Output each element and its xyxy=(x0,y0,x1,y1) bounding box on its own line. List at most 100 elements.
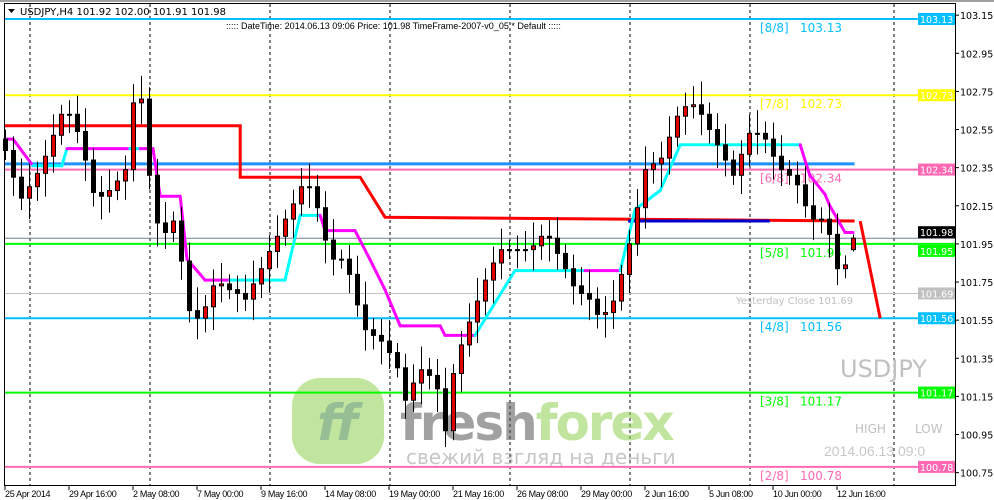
trail-line-segment xyxy=(383,288,402,328)
candle-bear xyxy=(547,235,552,239)
y-tick-label: 100.95 xyxy=(960,431,993,442)
price-tag xyxy=(918,287,955,300)
high-label: HIGH xyxy=(855,422,886,436)
price-tag-label: 100.78 xyxy=(920,463,953,474)
candle-bear xyxy=(563,252,568,270)
candle-bear xyxy=(331,239,336,260)
candle-bear xyxy=(235,289,240,294)
y-tick-label: 102.55 xyxy=(960,126,993,137)
candle-bull xyxy=(59,113,64,136)
chart-frame xyxy=(4,3,956,486)
trail-line-segment xyxy=(60,147,69,168)
candle-bull xyxy=(43,155,48,174)
candle-bear xyxy=(403,367,408,401)
murrey-levels: [8/8] 103.13 [7/8] 102.73 [6/8] 102.34 [5/8] 10… xyxy=(5,18,955,483)
candle-bear xyxy=(699,104,704,115)
candle-bear xyxy=(379,334,384,342)
murrey-level-value: 101.56 xyxy=(800,320,842,334)
candle-bull xyxy=(643,169,648,209)
candle-bull xyxy=(531,245,536,251)
candle-bear xyxy=(427,369,432,376)
candle-bear xyxy=(715,129,720,146)
y-tick-label: 101.15 xyxy=(960,392,993,403)
candle-bull xyxy=(419,369,424,384)
candle-bull xyxy=(523,249,528,252)
candle-bear xyxy=(723,144,728,161)
candle-bull xyxy=(851,237,856,251)
time-axis[interactable]: 25 Apr 2014 29 Apr 16:00 2 May 08:00 7 May … xyxy=(4,485,886,499)
murrey-level-label: [3/8] xyxy=(760,395,789,409)
candle-bull xyxy=(219,283,224,287)
info-line: ::::: DateTime: 2014.06.13 09:06 Price: … xyxy=(226,21,561,31)
candle-bear xyxy=(75,113,80,132)
candle-bear xyxy=(795,174,800,186)
x-tick-label: 9 May 16:00 xyxy=(261,489,308,499)
trail-line-segment xyxy=(473,278,511,337)
candle-bear xyxy=(835,233,840,270)
candle-bull xyxy=(619,273,624,302)
candle-bear xyxy=(587,292,592,300)
price-tag-label: 101.56 xyxy=(920,314,953,325)
price-tag-label: 101.95 xyxy=(920,247,953,258)
candle-bull xyxy=(843,264,848,270)
candle-bear xyxy=(227,283,232,291)
chart-header: USDJPY,H4 101.92 102.00 101.91 101.98 ::… xyxy=(8,7,561,31)
trail-line-segment xyxy=(658,143,682,193)
candle-bull xyxy=(603,312,608,315)
watermark-symbol: USDJPY xyxy=(840,355,927,383)
price-axis[interactable]: 103.15 102.95 102.75 102.55 102.35 102.15 101.… xyxy=(918,11,993,480)
dropdown-arrow-icon[interactable] xyxy=(8,9,15,13)
y-tick-label: 102.95 xyxy=(960,49,993,60)
candle-bear xyxy=(731,159,736,176)
candle-bear xyxy=(435,374,440,390)
candle-bear xyxy=(571,268,576,287)
yesterday-close-label: Yesterday Close 101.69 xyxy=(735,296,853,307)
x-tick-label: 2 Jun 16:00 xyxy=(645,489,689,499)
candle-bull xyxy=(499,249,504,264)
price-tag xyxy=(918,89,955,102)
murrey-level-label: [6/8] xyxy=(760,172,789,186)
x-tick-label: 14 May 08:00 xyxy=(325,489,376,499)
candle-bear xyxy=(371,329,376,336)
candle-bull xyxy=(131,102,136,171)
y-tick-label: 102.35 xyxy=(960,164,993,175)
svg-text:freshforex: freshforex xyxy=(400,394,674,452)
candle-bull xyxy=(467,321,472,346)
candle-bear xyxy=(763,132,768,140)
trail-line-segment xyxy=(353,229,372,261)
candle-bull xyxy=(515,249,520,252)
price-tag-label: 102.34 xyxy=(920,166,953,177)
murrey-level-value: 102.34 xyxy=(800,172,842,186)
candle-bull xyxy=(659,157,664,165)
candle-bull xyxy=(259,268,264,285)
candle-bear xyxy=(323,207,328,241)
price-tag xyxy=(918,13,955,25)
x-tick-label: 2 May 08:00 xyxy=(133,489,180,499)
candle-bear xyxy=(827,218,832,235)
y-tick-label: 100.75 xyxy=(960,469,993,480)
candle-bull xyxy=(819,218,824,221)
candle-bull xyxy=(675,115,680,138)
candle-bull xyxy=(691,104,696,108)
x-tick-label: 19 May 00:00 xyxy=(389,489,440,499)
candle-bear xyxy=(595,298,600,315)
symbol-ohlc: USDJPY,H4 101.92 102.00 101.91 101.98 xyxy=(20,7,226,18)
candle-bull xyxy=(651,163,656,171)
trail-line-segment xyxy=(618,208,637,273)
y-tick-label: 101.35 xyxy=(960,354,993,365)
red-step-line xyxy=(5,124,855,223)
price-tag xyxy=(918,226,955,239)
trail-line-segment xyxy=(368,257,387,292)
candle-bull xyxy=(611,300,616,314)
trail-line-segment xyxy=(438,324,447,337)
candle-bear xyxy=(707,113,712,131)
y-tick-label: 101.75 xyxy=(960,278,993,289)
candle-bear xyxy=(163,222,168,233)
candle-bear xyxy=(811,205,816,220)
murrey-level-value: 100.78 xyxy=(800,469,842,483)
y-tick-label: 101.95 xyxy=(960,240,993,251)
price-tag-label: 101.17 xyxy=(920,389,953,400)
candle-bear xyxy=(187,260,192,312)
